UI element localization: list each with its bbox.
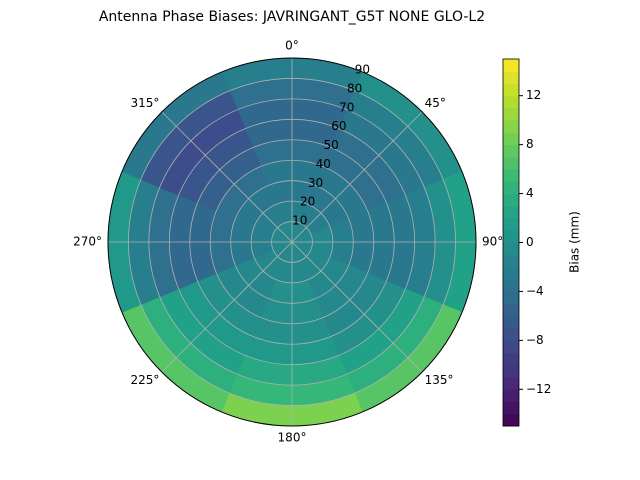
colorbar-level	[503, 340, 519, 354]
theta-tick-label: 315°	[131, 96, 160, 110]
colorbar-level	[503, 156, 519, 170]
colorbar-level	[503, 364, 519, 378]
colorbar-level	[503, 71, 519, 84]
r-tick-label: 20	[300, 195, 315, 209]
theta-tick-label: 90°	[482, 235, 503, 249]
colorbar-level	[503, 254, 519, 268]
colorbar-level	[503, 120, 519, 133]
colorbar-level	[503, 352, 519, 366]
colorbar-level	[503, 144, 519, 158]
r-tick-label: 50	[323, 138, 338, 152]
colorbar-level	[503, 59, 519, 72]
r-tick-label: 30	[308, 176, 323, 190]
r-tick-label: 60	[331, 119, 346, 133]
r-tick-label: 40	[316, 157, 331, 171]
colorbar-tick-label: −8	[526, 333, 544, 347]
colorbar-level	[503, 242, 519, 256]
theta-tick-label: 135°	[425, 373, 454, 387]
colorbar-tick-label: 12	[526, 88, 541, 102]
chart-title: Antenna Phase Biases: JAVRINGANT_G5T NON…	[99, 9, 485, 25]
colorbar-tick-label: 0	[526, 235, 534, 249]
r-tick-label: 90	[355, 63, 370, 77]
r-tick-label: 10	[292, 214, 307, 228]
theta-grid-line	[161, 111, 293, 243]
colorbar-level	[503, 95, 519, 109]
colorbar-level	[503, 132, 519, 146]
colorbar-level	[503, 315, 519, 329]
theta-tick-label: 225°	[131, 373, 160, 387]
colorbar-level	[503, 83, 519, 97]
colorbar-level	[503, 279, 519, 292]
theta-grid-line	[291, 241, 423, 373]
colorbar-level	[503, 218, 519, 231]
r-tick-label: 70	[339, 100, 354, 114]
colorbar-level	[503, 377, 519, 390]
colorbar-tick-label: −12	[526, 382, 551, 396]
colorbar-level	[503, 401, 519, 415]
theta-grid-line	[291, 111, 423, 243]
colorbar-level	[503, 193, 519, 207]
colorbar-level	[503, 291, 519, 305]
colorbar-tick-label: −4	[526, 284, 544, 298]
theta-grid-line	[161, 241, 293, 373]
theta-tick-label: 270°	[73, 235, 102, 249]
colorbar-level	[503, 328, 519, 341]
colorbar-level	[503, 107, 519, 121]
r-tick-label: 80	[347, 81, 362, 95]
colorbar-level	[503, 413, 519, 427]
colorbar-tick-label: 4	[526, 186, 534, 200]
colorbar-tick-label: 8	[526, 137, 534, 151]
colorbar-level	[503, 169, 519, 182]
colorbar-level	[503, 205, 519, 219]
colorbar-level	[503, 303, 519, 317]
colorbar-label: Bias (mm)	[568, 211, 582, 273]
colorbar-level	[503, 389, 519, 403]
theta-tick-label: 45°	[425, 96, 446, 110]
theta-tick-label: 180°	[278, 431, 307, 445]
colorbar-level	[503, 181, 519, 195]
colorbar-level	[503, 266, 519, 280]
colorbar-level	[503, 230, 519, 243]
polar-frame	[107, 57, 477, 427]
theta-tick-label: 0°	[285, 39, 299, 53]
